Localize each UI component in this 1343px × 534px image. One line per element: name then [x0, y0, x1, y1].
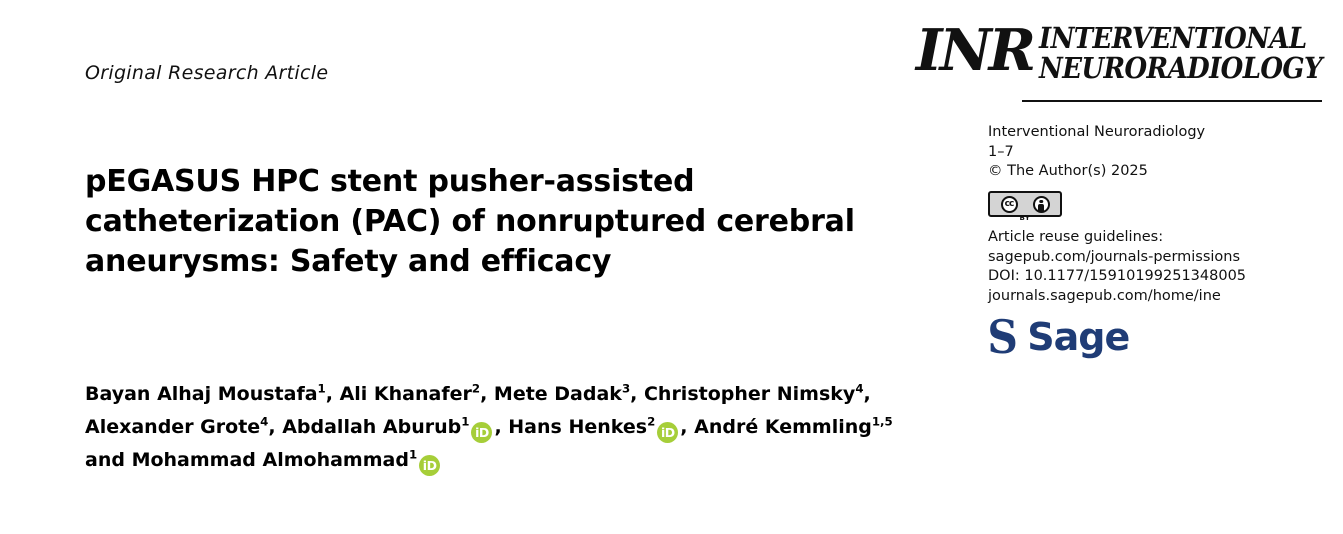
- author-separator: ,: [325, 383, 340, 405]
- person-icon: [1032, 195, 1050, 213]
- author-name: Christopher Nimsky: [643, 383, 856, 405]
- author-name: Bayan Alhaj Moustafa: [85, 383, 318, 405]
- author-affiliation-marker: 1,5: [871, 414, 893, 429]
- author-line-3: and Mohammad Almohammad1iD: [85, 444, 1045, 477]
- author-affiliation-marker: 4: [855, 381, 864, 396]
- author-list: Bayan Alhaj Moustafa1, Ali Khanafer2, Me…: [85, 378, 1045, 477]
- meta-home-url[interactable]: journals.sagepub.com/home/ine: [988, 287, 1221, 304]
- article-type-kicker: Original Research Article: [85, 62, 329, 84]
- author-name: Hans Henkes: [508, 416, 648, 438]
- author-affiliation-marker: 1: [408, 447, 418, 462]
- page-title-line-2: catheterization (PAC) of nonruptured cer…: [85, 204, 855, 240]
- page-title-line-1: pEGASUS HPC stent pusher-assisted: [85, 164, 695, 200]
- author-line-1: Bayan Alhaj Moustafa1, Ali Khanafer2, Me…: [85, 378, 1045, 411]
- sage-wordmark: Sage: [1027, 315, 1130, 359]
- meta-reuse-label: Article reuse guidelines:: [988, 229, 1164, 245]
- author-name: André Kemmling: [694, 416, 872, 438]
- author-line-2: Alexander Grote4, Abdallah Aburub1iD, Ha…: [85, 411, 1045, 444]
- orcid-id-icon[interactable]: iD: [657, 422, 679, 443]
- author-affiliation-marker: 3: [621, 381, 631, 396]
- author-affiliation-marker: 1: [461, 414, 470, 429]
- page-title-line-3: aneurysms: Safety and efficacy: [85, 244, 612, 280]
- orcid-id-icon[interactable]: iD: [419, 455, 441, 476]
- cc-icon: cc: [1000, 195, 1018, 213]
- meta-reuse-url[interactable]: sagepub.com/journals-permissions: [988, 248, 1241, 265]
- meta-page-range: 1–7: [988, 143, 1014, 160]
- author-affiliation-marker: 4: [260, 414, 269, 429]
- author-separator: ,: [680, 416, 695, 438]
- author-affiliation-marker: 2: [471, 381, 481, 396]
- meta-journal-name: Interventional Neuroradiology: [988, 124, 1206, 140]
- journal-permissions-block: Article reuse guidelines: sagepub.com/jo…: [988, 228, 1288, 306]
- author-name: Alexander Grote: [85, 416, 261, 438]
- meta-doi[interactable]: DOI: 10.1177/15910199251348005: [988, 268, 1247, 284]
- page-title: pEGASUS HPC stent pusher-assisted cathet…: [85, 162, 945, 282]
- author-separator: ,: [268, 416, 283, 438]
- inr-wordmark-line-1: INTERVENTIONAL: [1039, 22, 1307, 56]
- inr-monogram: INR: [915, 17, 1036, 84]
- inr-wordmark-line-2: NEURORADIOLOGY: [1039, 52, 1323, 86]
- journal-metadata-block: Interventional Neuroradiology 1–7 © The …: [988, 123, 1288, 182]
- inr-wordmark: INTERVENTIONAL NEURORADIOLOGY: [1039, 22, 1323, 86]
- author-affiliation-marker: 2: [647, 414, 656, 429]
- author-affiliation-marker: 1: [317, 381, 326, 396]
- author-separator: ,: [494, 416, 509, 438]
- masthead-divider-rule: [1022, 100, 1322, 102]
- sage-s-icon: S: [987, 310, 1018, 364]
- author-name: Abdallah Aburub: [282, 416, 462, 438]
- meta-copyright: © The Author(s) 2025: [988, 163, 1148, 179]
- cc-by-label: BY: [1019, 214, 1031, 222]
- author-name: Ali Khanafer: [339, 383, 472, 405]
- journal-masthead-logo: INR INTERVENTIONAL NEURORADIOLOGY: [916, 22, 1323, 84]
- author-separator: ,: [630, 383, 644, 405]
- author-separator: ,: [480, 383, 494, 405]
- author-name: Mete Dadak: [493, 383, 622, 405]
- author-name: and Mohammad Almohammad: [85, 449, 409, 471]
- orcid-id-icon[interactable]: iD: [471, 422, 493, 443]
- creative-commons-by-badge: cc: [988, 191, 1062, 217]
- author-separator: ,: [863, 383, 871, 405]
- sage-publisher-logo: S Sage: [986, 310, 1130, 364]
